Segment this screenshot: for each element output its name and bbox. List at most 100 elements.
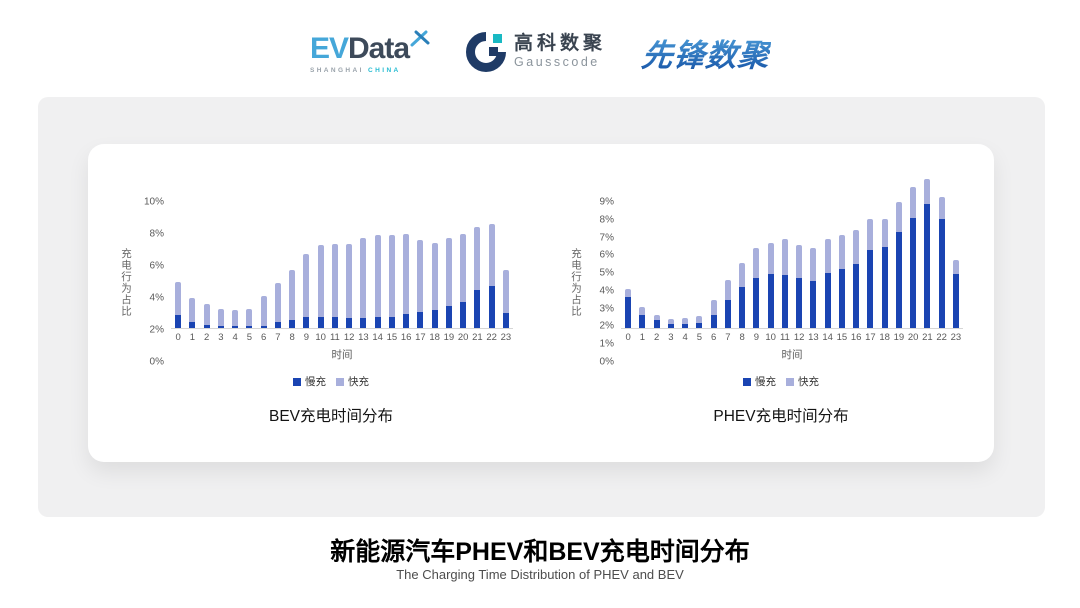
bev-chart: 充电行为占比 0% 2% 4% 6% 8% 10% 0 1 2 3 4 5 6 7 8 9 10 11 12 13 14 1… (104, 168, 528, 462)
x-tick-label: 18 (429, 332, 440, 343)
bar-segment-fast (403, 234, 410, 315)
chart-main: 充电行为占比 0% 2% 4% 6% 8% 10% 0 1 2 3 4 5 6 7 8 9 10 11 12 13 14 1… (119, 168, 513, 368)
bar-segment-fast (303, 254, 310, 317)
bar-segment-slow (303, 316, 310, 328)
evdata-shanghai-text: SHANGHAI (309, 67, 364, 74)
gausscode-text: 高科数聚 Gausscode (514, 33, 606, 70)
bar-stack (895, 201, 902, 328)
bar-stack (317, 244, 324, 328)
bar-segment-slow (796, 278, 803, 328)
bar-stack (374, 235, 381, 328)
y-tick-label: 8% (149, 228, 164, 240)
bar-segment-fast (924, 178, 931, 204)
bar-stack (881, 218, 888, 328)
y-axis-ticks: 0% 2% 4% 6% 8% 10% (135, 197, 171, 368)
x-tick-label: 21 (922, 332, 933, 343)
x-tick-label: 20 (457, 332, 469, 343)
bar-segment-fast (374, 235, 381, 317)
x-tick-label: 19 (443, 332, 455, 343)
x-tick-label: 11 (779, 332, 790, 343)
y-axis-ticks: 0% 1% 2% 3% 4% 5% 6% 7% 8% 9% (585, 197, 621, 368)
bar-slot (707, 168, 721, 328)
y-tick-label: 4% (149, 292, 164, 304)
bar-segment-fast (910, 186, 917, 218)
bar-segment-slow (417, 312, 424, 328)
bar-segment-fast (767, 242, 774, 274)
bar-stack (303, 254, 310, 328)
bar-segment-fast (895, 201, 902, 232)
bar-segment-slow (781, 274, 788, 328)
bar-slot (678, 168, 692, 328)
x-tick-label: 9 (303, 332, 310, 343)
bar-segment-slow (838, 269, 845, 328)
bar-slot (456, 168, 470, 328)
bar-segment-fast (189, 297, 196, 323)
x-axis-title: 时间 (331, 349, 353, 361)
bar-segment-slow (639, 314, 646, 328)
x-tick-label: 22 (486, 332, 497, 343)
bar-stack (388, 235, 395, 328)
x-tick-label: 0 (175, 332, 181, 343)
bar-slot (470, 168, 484, 328)
bar-stack (796, 245, 803, 328)
y-axis-title: 充电行为占比 (120, 247, 132, 317)
bar-slot (228, 168, 242, 328)
x-tick-label: 4 (682, 332, 688, 343)
phev-chart: 充电行为占比 0% 1% 2% 3% 4% 5% 6% 7% 8% 9% 0 1 2 3 4 5 6 7 8 9 10 11… (554, 168, 978, 462)
x-tick-label: 17 (865, 332, 876, 343)
bar-segment-slow (374, 316, 381, 328)
x-axis-labels: 0 1 2 3 4 5 6 7 8 9 10 11 12 13 14 15 16 17 18 19 20 21 22 23 (171, 332, 513, 343)
bar-slot (920, 168, 934, 328)
bar-slot (242, 168, 256, 328)
bar-segment-slow (938, 218, 945, 328)
bar-segment-fast (796, 245, 803, 279)
y-tick-label: 0% (149, 356, 164, 368)
bar-stack (232, 310, 239, 328)
bar-slot (214, 168, 228, 328)
bar-segment-slow (753, 278, 760, 328)
bar-segment-fast (175, 281, 182, 316)
bar-slot (299, 168, 313, 328)
bar-segment-slow (346, 318, 353, 328)
bar-slot (171, 168, 185, 328)
bar-slot (385, 168, 399, 328)
bar-segment-slow (710, 314, 717, 328)
x-tick-label: 7 (725, 332, 731, 343)
y-axis-title: 充电行为占比 (570, 247, 582, 317)
bar-segment-slow (445, 306, 452, 328)
bar-slot (621, 168, 635, 328)
bar-segment-fast (445, 238, 452, 307)
evdata-wordmark: EV Data (310, 30, 430, 64)
x-tick-label: 3 (668, 332, 674, 343)
bar-slot (849, 168, 863, 328)
x-tick-label: 1 (189, 332, 196, 343)
bar-stack (189, 297, 196, 328)
x-tick-label: 14 (372, 332, 383, 343)
bar-segment-fast (346, 244, 353, 319)
legend-label: 快充 (348, 376, 369, 388)
bar-segment-slow (360, 318, 367, 328)
bar-segment-slow (824, 272, 831, 328)
legend-label: 快充 (798, 376, 819, 388)
bar-segment-slow (431, 310, 438, 328)
bar-slot (328, 168, 342, 328)
bar-segment-fast (625, 288, 632, 297)
y-tick-label: 3% (599, 303, 614, 315)
bar-segment-slow (696, 322, 703, 328)
y-tick-label: 9% (599, 196, 614, 208)
bar-stack (625, 288, 632, 328)
bar-slot (413, 168, 427, 328)
bar-segment-fast (724, 280, 731, 300)
bar-segment-fast (431, 243, 438, 311)
bar-segment-slow (924, 203, 931, 328)
bar-stack (488, 224, 495, 328)
legend-item: 慢充 (743, 374, 776, 389)
bar-segment-fast (739, 263, 746, 288)
bar-segment-slow (289, 320, 296, 328)
x-tick-label: 16 (400, 332, 412, 343)
bar-slot (356, 168, 370, 328)
bar-stack (203, 304, 210, 328)
x-tick-label: 17 (415, 332, 426, 343)
x-tick-label: 6 (260, 332, 267, 343)
bar-segment-slow (895, 232, 902, 328)
